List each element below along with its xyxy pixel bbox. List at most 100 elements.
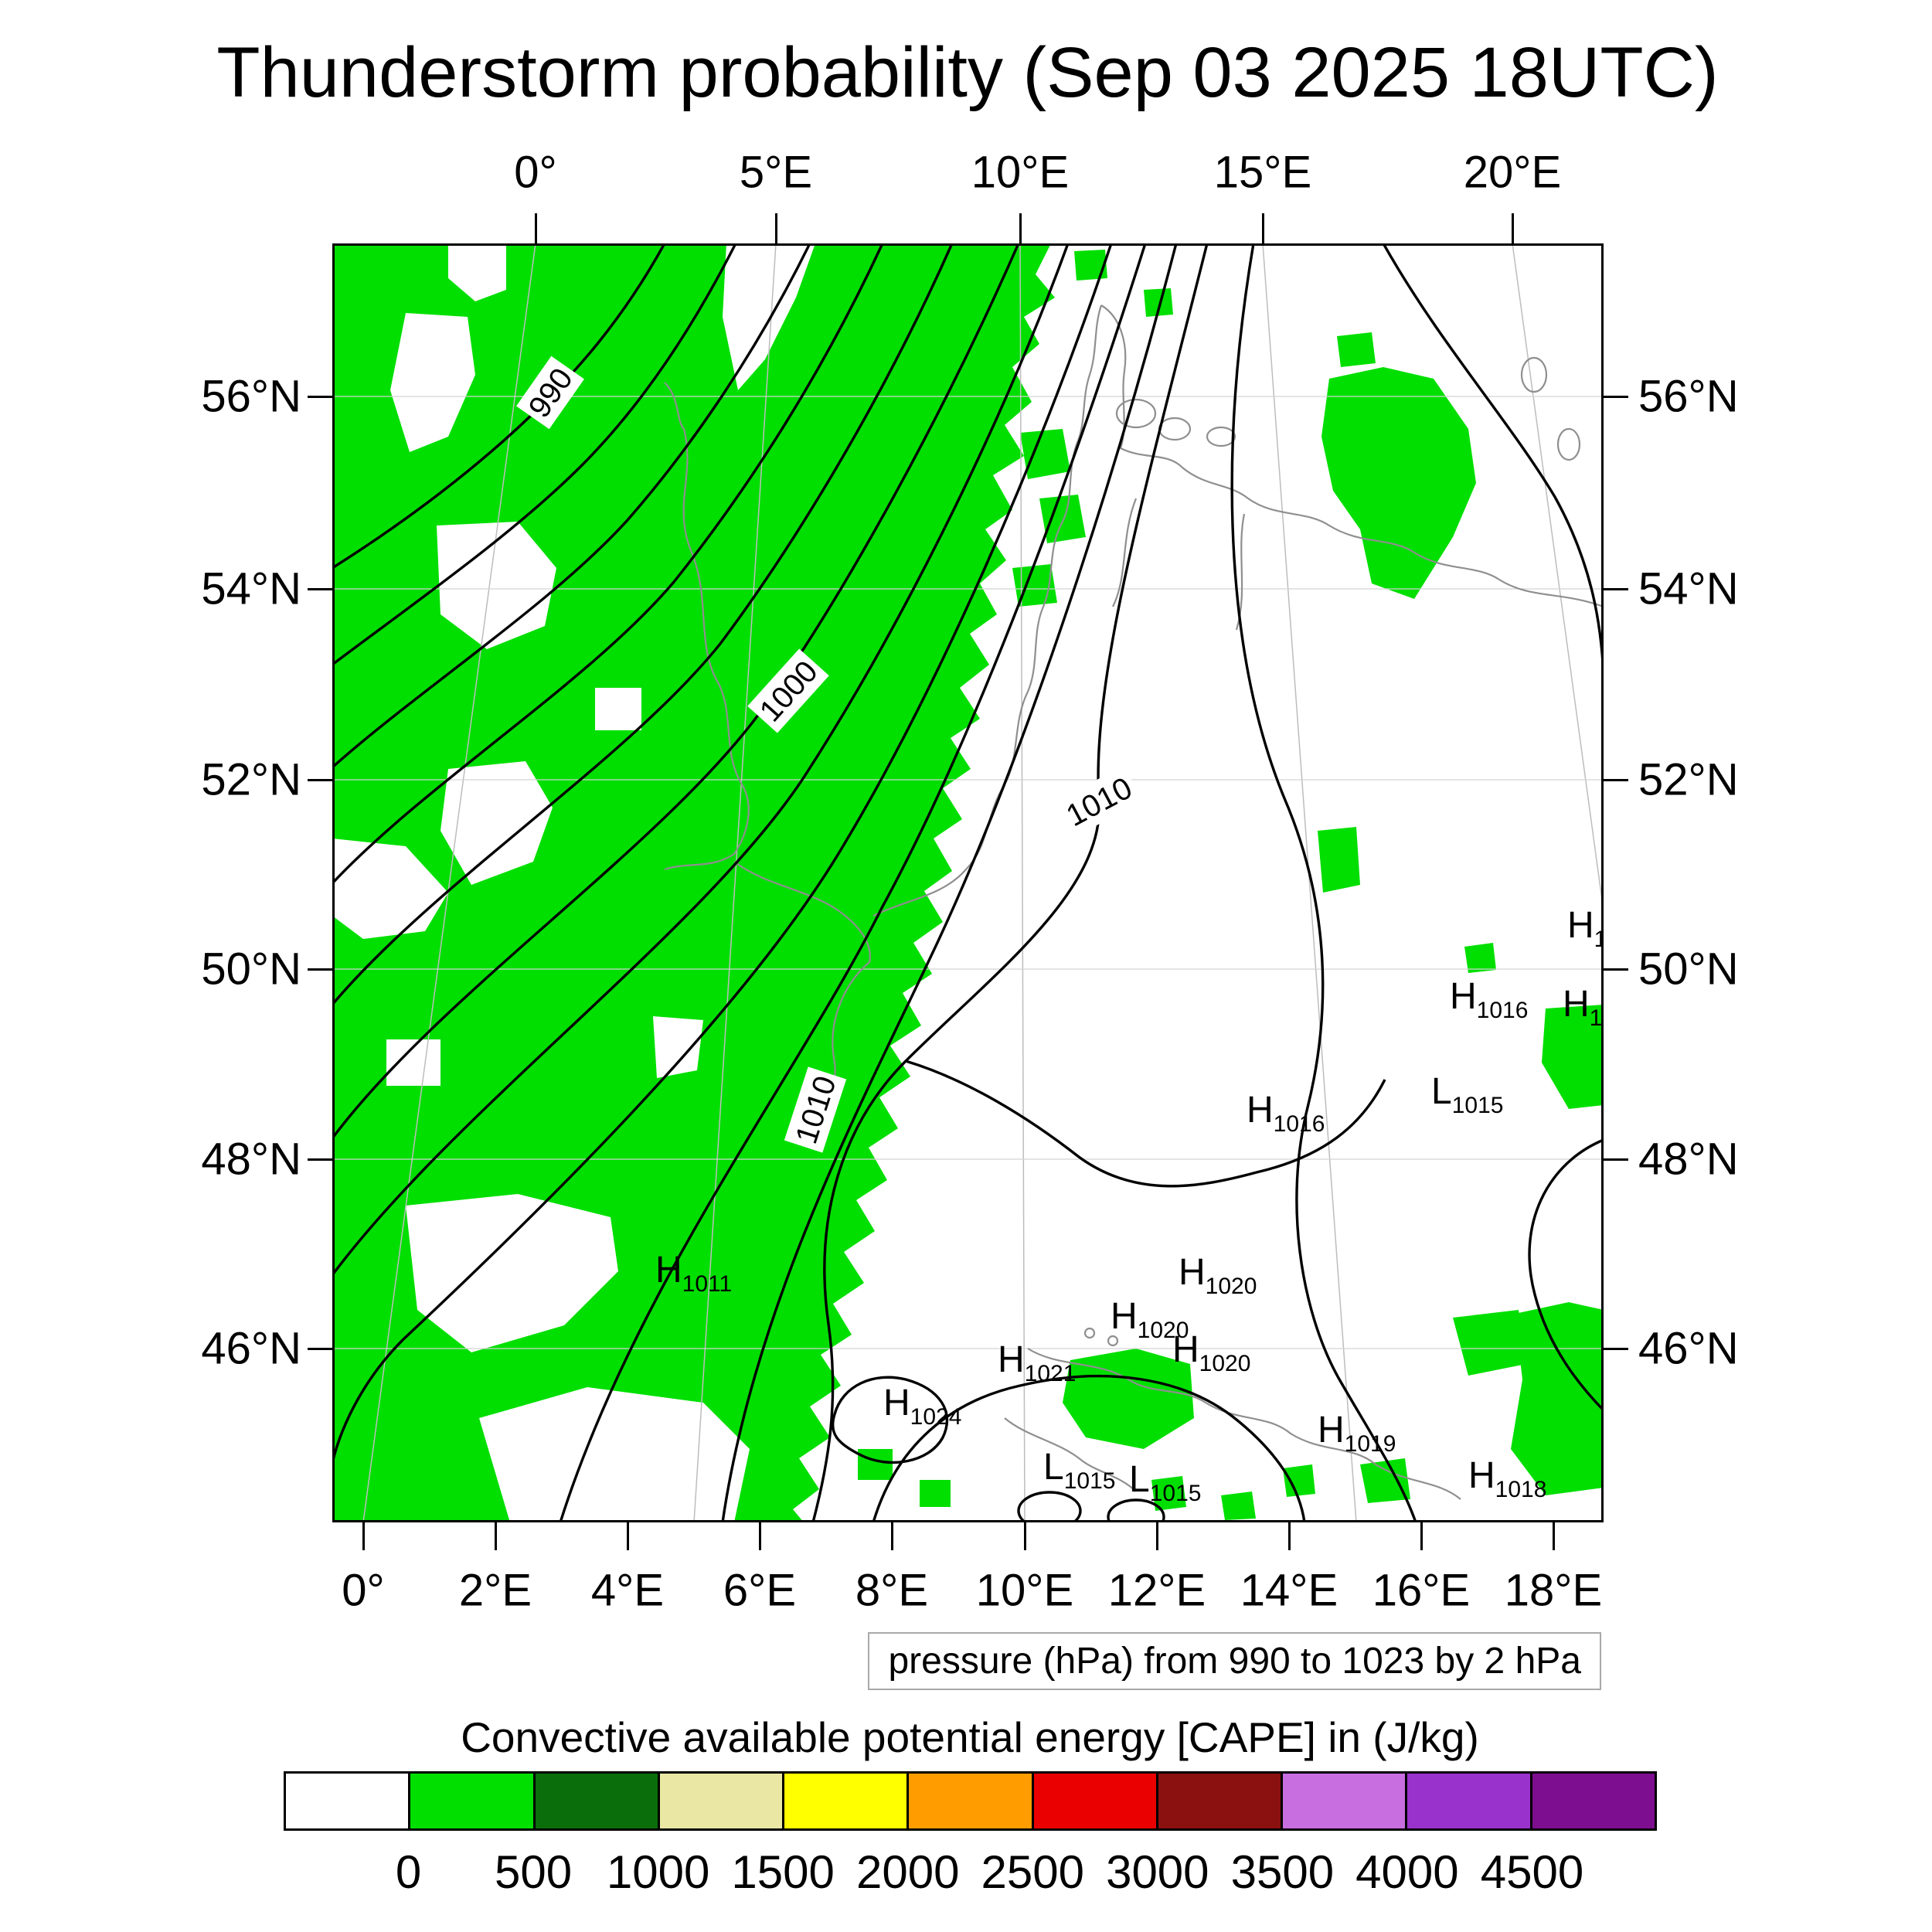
graticule-meridian [1262,243,1357,1523]
coastline-island [1556,427,1581,461]
colorbar-tick-label: 0 [395,1846,422,1898]
graticule-meridian [362,243,536,1523]
chart-title: Thunderstorm probability (Sep 03 2025 18… [216,33,1719,112]
cape-region-small [1144,288,1173,317]
axis-label-left: 50°N [201,944,301,995]
cape-region-small [1074,250,1107,281]
colorbar-tick-label: 2000 [855,1846,960,1898]
axis-tick-right [1604,396,1628,398]
pressure-contours [331,243,1605,1536]
axis-tick-bottom [495,1522,497,1550]
axis-label-right: 52°N [1638,754,1739,805]
axis-tick-left [308,968,332,971]
axis-label-right: 48°N [1638,1134,1739,1185]
colorbar-tick-label: 4500 [1480,1846,1584,1898]
isobar-south [872,1375,1306,1523]
axis-label-right: 46°N [1638,1323,1739,1374]
axis-tick-left [308,588,332,590]
axis-label-left: 48°N [201,1134,301,1185]
axis-tick-bottom [1156,1522,1158,1550]
axis-tick-top [535,213,537,243]
colorbar-cell [1033,1774,1158,1828]
coastline [1027,1348,1461,1500]
axis-tick-bottom [1420,1522,1423,1550]
axis-tick-top [1019,213,1022,243]
legend-title: Convective available potential energy [C… [461,1713,1479,1761]
isobar-topright [1382,243,1605,675]
axis-label-bottom: 0° [342,1565,385,1616]
axis-tick-bottom [759,1522,761,1550]
colorbar-tick-label: 1500 [731,1846,835,1898]
cape-region-small [1318,827,1360,893]
axis-tick-bottom [1024,1522,1026,1550]
axis-tick-bottom [1553,1522,1555,1550]
coastline-island [1115,398,1157,429]
colorbar-tick-label: 2500 [981,1846,1085,1898]
cape-holes [332,243,815,1522]
axis-label-top: 15°E [1213,147,1312,198]
cape-region-small [1464,943,1496,973]
cape-hole [479,1387,750,1522]
coastline [1004,1417,1137,1492]
cape-region-alps-south [1063,1349,1194,1449]
isobar-alps-loop [831,1376,949,1464]
cape-region-speck [858,1449,893,1480]
axis-tick-left [308,1158,332,1161]
axis-tick-right [1604,1158,1628,1161]
axis-label-bottom: 10°E [975,1565,1074,1616]
axis-label-bottom: 4°E [590,1565,665,1616]
pressure-note: pressure (hPa) from 990 to 1023 by 2 hPa [868,1632,1601,1690]
axis-tick-right [1604,968,1628,971]
isobar-996 [331,243,884,885]
cape-region-small [1453,1310,1526,1376]
axis-label-bottom: 14°E [1240,1565,1338,1616]
colorbar-tick-label: 1000 [606,1846,710,1898]
colorbar-cell [1158,1774,1284,1828]
cape-region-small [1283,1464,1315,1497]
axis-label-bottom: 6°E [723,1565,797,1616]
cape-hole [653,1016,703,1078]
cape-hole [595,688,641,730]
colorbar-cell [784,1774,910,1828]
axis-tick-right [1604,588,1628,590]
map-frame [332,243,1604,1522]
axis-label-bottom: 8°E [855,1565,929,1616]
coastline-island [1206,426,1236,447]
isobar-mid-south [905,1060,1386,1188]
colorbar-tick-label: 500 [495,1846,573,1898]
axis-label-top: 5°E [739,147,813,198]
axis-label-top: 0° [514,147,557,198]
axis-label-left: 54°N [201,563,301,614]
cape-hole [437,522,556,649]
cape-region-small [1039,495,1086,543]
cape-region-right-edge-upper [1542,1005,1604,1109]
axis-label-top: 10°E [971,147,1070,198]
axis-tick-bottom [891,1522,893,1550]
cape-region-small [1337,332,1376,367]
isobar-1008 [721,243,1178,1523]
axis-tick-left [308,779,332,781]
axis-tick-right [1604,779,1628,781]
isobar-998 [331,243,954,1006]
axis-tick-top [775,213,777,243]
axis-tick-bottom [627,1522,629,1550]
coastline [1100,304,1604,608]
axis-tick-right [1604,1348,1628,1350]
coastline-river [1112,498,1138,607]
coastline-lake [1107,1335,1119,1347]
axis-tick-top [1262,213,1264,243]
axis-label-bottom: 2°E [458,1565,532,1616]
axis-label-top: 20°E [1463,147,1562,198]
axis-label-bottom: 12°E [1107,1565,1206,1616]
isobar-1006 [559,243,1147,1523]
colorbar-cell [535,1774,660,1828]
cape-region-small [1020,429,1070,479]
graticule-meridian [693,243,777,1523]
cape-hole [332,838,448,939]
colorbar-cell [1532,1774,1655,1828]
cape-hole [440,761,553,885]
colorbar [284,1771,1657,1831]
cape-region-small [1151,1476,1186,1511]
colorbar-cell [1407,1774,1532,1828]
